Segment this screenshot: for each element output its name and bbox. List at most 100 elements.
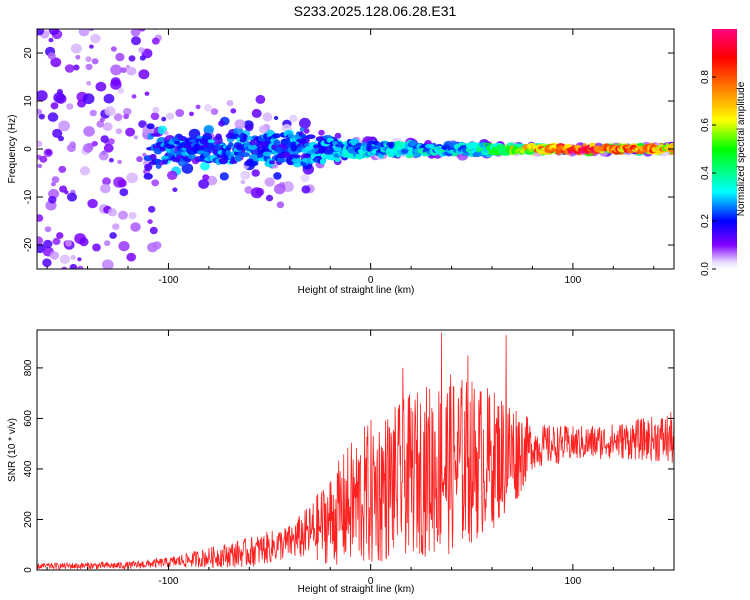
spectrogram-cell — [144, 91, 150, 96]
spectrogram-ridge-cell — [170, 149, 175, 156]
spectrogram-cell — [66, 103, 74, 110]
spectrogram-cell — [218, 120, 225, 127]
spectrogram-cell — [87, 198, 98, 209]
spectrogram-ridge-cell — [319, 158, 326, 165]
spectrogram-ridge-cell — [313, 144, 319, 149]
spectrogram-cell — [50, 57, 62, 68]
spectrogram-cell — [273, 172, 282, 180]
spectrogram-ridge-cell — [187, 153, 197, 160]
spectrogram-cell — [75, 55, 81, 60]
spectrogram-ridge-cell — [356, 142, 363, 147]
spectrogram-cell — [48, 196, 57, 204]
spectrogram-cell — [172, 187, 178, 192]
spectrogram-ridge-cell — [290, 144, 298, 152]
y-tick-label: 0 — [23, 146, 34, 152]
spectrogram-cell — [240, 179, 246, 185]
chart-title: S233.2025.128.06.28.E31 — [294, 3, 457, 19]
spectrogram-ridge-cell — [161, 155, 170, 160]
spectrogram-cell — [117, 159, 122, 165]
spectrogram-cell — [113, 113, 123, 122]
spectrogram-ridge-cell — [174, 156, 180, 163]
spectrogram-cell — [163, 130, 169, 136]
spectrogram-cell — [126, 252, 136, 262]
colorbar-tick-label: 0.8 — [700, 70, 711, 84]
spectrogram-cell — [131, 94, 137, 99]
snr-panel: -100 0 100 0 200 400 600 800 Height of straight… — [7, 329, 675, 595]
spectrogram-cell — [245, 123, 254, 132]
spectrogram-cell — [148, 205, 156, 213]
spectrogram-cell — [58, 165, 67, 173]
spectrogram-ridge-cell — [272, 133, 281, 139]
spectrogram-cell — [118, 210, 128, 220]
spectrogram-cell — [123, 113, 129, 120]
spectrogram-ridge-cell — [143, 173, 153, 180]
spectrogram-cell — [203, 124, 214, 135]
spectrogram-ridge-cell — [150, 133, 161, 137]
top-x-axis-label: Height of straight line (km) — [298, 285, 415, 296]
spectrogram-cell — [78, 29, 90, 37]
spectrogram-cell — [47, 112, 59, 122]
spectrogram-cell — [89, 109, 97, 117]
spectrogram-cell — [100, 183, 111, 194]
spectrogram-cell — [262, 112, 273, 122]
spectrogram-ridge-cell — [668, 142, 674, 150]
spectrogram-ridge-cell — [262, 151, 272, 157]
spectrogram-ridge-cell — [247, 144, 258, 150]
spectrogram-ridge-cell — [361, 142, 368, 147]
spectrogram-cell — [111, 211, 117, 217]
spectrogram-cell — [240, 170, 251, 180]
spectrogram-cell — [85, 56, 92, 62]
spectrogram-ridge-cell — [443, 144, 451, 150]
y-tick-label: 20 — [23, 47, 34, 59]
spectrogram-cell — [37, 90, 48, 102]
spectrogram-cell — [161, 116, 167, 122]
spectrogram-ridge-cell — [334, 157, 341, 163]
spectrogram-ridge-cell — [234, 154, 242, 162]
spectrogram-cell — [110, 46, 117, 52]
spectrogram-ridge-cell — [207, 139, 215, 144]
spectrogram-cell — [147, 219, 153, 225]
spectrogram-ridge-cell — [306, 150, 315, 155]
spectrogram-cell — [65, 240, 72, 247]
x-tick-label: -100 — [158, 576, 178, 587]
snr-series — [37, 332, 674, 570]
spectrogram-cell — [133, 135, 139, 140]
spectrogram-cell — [85, 63, 93, 71]
spectrogram-cell — [112, 223, 120, 231]
spectrogram-ridge-cell — [146, 123, 155, 130]
spectrogram-ridge-cell — [240, 152, 251, 158]
spectrogram-cell — [107, 138, 115, 145]
spectrogram-cell — [126, 66, 137, 76]
spectrogram-ridge-cell — [215, 133, 222, 140]
spectrogram-cell — [152, 106, 160, 114]
spectrogram-cell — [48, 29, 59, 36]
spectrogram-ridge-cell — [157, 138, 164, 143]
top-y-axis-label: Frequency (Hz) — [7, 115, 18, 184]
spectrogram-cell — [258, 125, 268, 134]
spectrogram-ridge-cell — [291, 154, 301, 159]
spectrogram-ridge-cell — [329, 156, 337, 161]
spectrogram-cell — [251, 108, 262, 118]
spectrogram-cell — [125, 127, 135, 137]
spectrogram-cell — [98, 151, 109, 161]
spectrogram-ridge-cell — [223, 155, 229, 161]
spectrogram-cell — [166, 112, 175, 120]
spectrogram-cell — [195, 104, 201, 110]
spectrogram-ridge-cell — [203, 151, 210, 158]
spectrogram-cell — [49, 251, 60, 260]
spectrogram-cell — [204, 104, 213, 112]
spectrogram-cell — [300, 174, 310, 183]
spectrogram-cell — [91, 58, 99, 65]
spectrogram-cell — [67, 192, 77, 202]
spectrogram-cell — [50, 102, 59, 110]
spectrogram-ridge-cell — [144, 163, 153, 171]
spectrogram-ridge-cell — [306, 134, 316, 139]
spectrogram-ridge-cell — [246, 136, 254, 141]
spectrogram-cell — [61, 266, 68, 269]
spectrogram-cell — [128, 55, 136, 62]
spectrogram-cell — [175, 109, 185, 117]
spectrogram-cell — [77, 257, 82, 262]
spectrogram-cell — [131, 36, 141, 46]
spectrogram-cell — [37, 214, 44, 222]
spectrogram-cell — [264, 177, 275, 187]
